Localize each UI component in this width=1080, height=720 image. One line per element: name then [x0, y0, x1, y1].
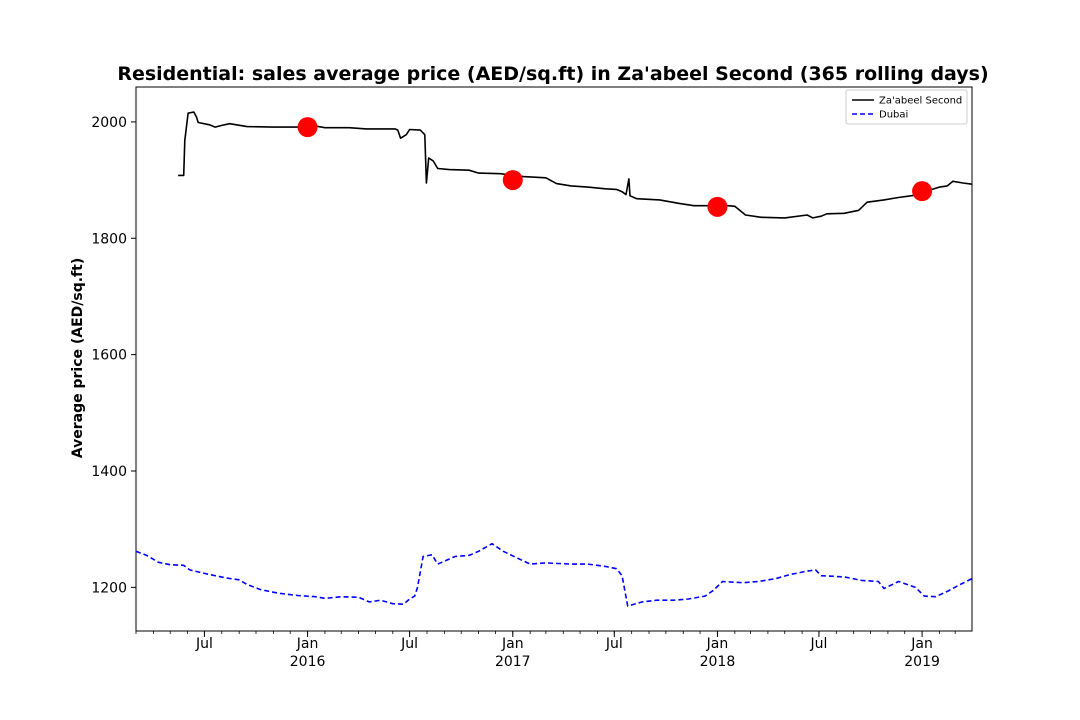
series-line-dubai — [135, 542, 973, 607]
highlight-marker — [912, 181, 933, 202]
y-tick-label: 1200 — [91, 580, 127, 596]
plot-area: 1200 1400 1600 1800 2000 Jul Jan 2016 Jul Jan 2017… — [91, 86, 973, 670]
y-tick-label: 1400 — [91, 464, 127, 480]
legend: Za'abeel Second Dubai — [845, 89, 968, 125]
x-tick-year-label: 2019 — [904, 654, 940, 670]
x-tick-label: Jan — [296, 636, 319, 652]
x-tick-label: Jan — [501, 636, 524, 652]
series-line-zaabeel-second — [178, 111, 973, 219]
legend-label-dubai: Dubai — [879, 110, 908, 121]
highlight-marker — [502, 170, 523, 191]
y-tick-label: 1800 — [91, 231, 127, 247]
x-tick-label: Jan — [706, 636, 729, 652]
x-tick-year-label: 2017 — [495, 654, 531, 670]
x-tick-year-label: 2018 — [700, 654, 736, 670]
plot-frame — [135, 86, 973, 632]
x-tick-label: Jul — [195, 636, 213, 652]
x-tick-label: Jan — [910, 636, 933, 652]
highlight-marker — [707, 196, 728, 217]
y-tick-label: 1600 — [91, 348, 127, 364]
y-axis-label: Average price (AED/sq.ft) — [70, 258, 86, 458]
y-tick-label: 2000 — [91, 115, 127, 131]
legend-box — [845, 89, 968, 125]
highlight-marker — [297, 117, 318, 138]
legend-label-zaabeel: Za'abeel Second — [879, 96, 962, 107]
x-tick-label: Jul — [605, 636, 623, 652]
x-tick-label: Jul — [809, 636, 827, 652]
x-tick-year-label: 2016 — [290, 654, 326, 670]
chart-title: Residential: sales average price (AED/sq… — [117, 63, 988, 85]
x-tick-label: Jul — [400, 636, 418, 652]
